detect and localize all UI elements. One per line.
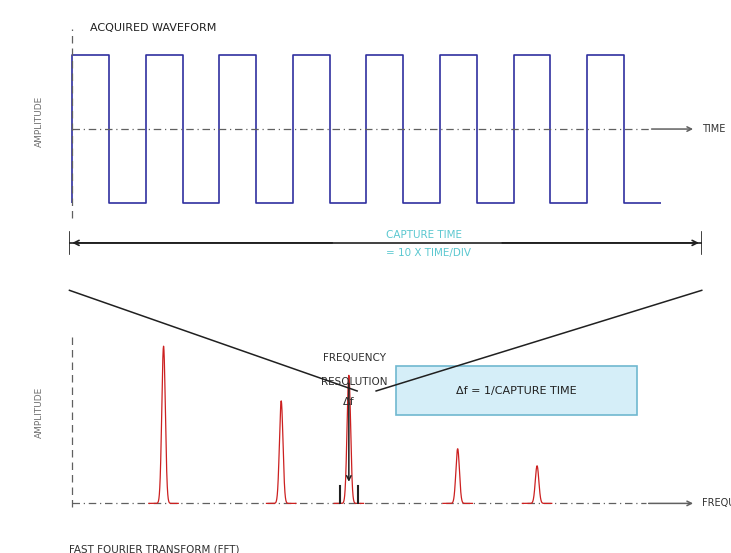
FancyBboxPatch shape	[396, 366, 637, 415]
Text: AMPLITUDE: AMPLITUDE	[34, 96, 44, 147]
Text: Δf = 1/CAPTURE TIME: Δf = 1/CAPTURE TIME	[456, 385, 577, 395]
Text: = 10 X TIME/DIV: = 10 X TIME/DIV	[386, 248, 471, 258]
Text: ACQUIRED WAVEFORM: ACQUIRED WAVEFORM	[90, 23, 216, 33]
Text: Δf: Δf	[343, 398, 355, 408]
Text: FREQUENCY: FREQUENCY	[323, 353, 386, 363]
Text: TIME: TIME	[702, 124, 725, 134]
Text: AMPLITUDE: AMPLITUDE	[34, 387, 44, 437]
Text: RESOLUTION: RESOLUTION	[322, 377, 388, 387]
Text: FAST FOURIER TRANSFORM (FFT): FAST FOURIER TRANSFORM (FFT)	[69, 544, 240, 553]
Text: CAPTURE TIME: CAPTURE TIME	[386, 230, 461, 240]
Text: FREQUENCY: FREQUENCY	[702, 498, 731, 508]
